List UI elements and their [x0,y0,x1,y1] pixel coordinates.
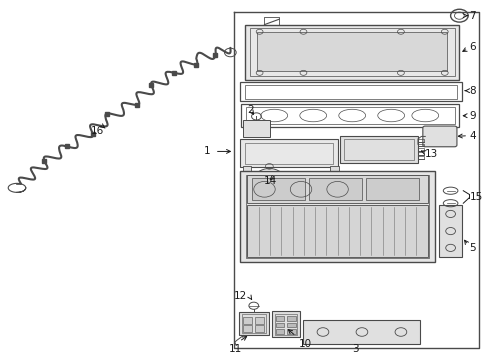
Bar [309,178,362,201]
Bar [276,329,285,334]
Bar [240,139,338,167]
Text: 15: 15 [470,192,483,202]
Bar [287,329,295,334]
Text: 13: 13 [425,149,439,159]
Bar [275,314,297,335]
Bar [439,205,462,257]
Bar [243,317,252,324]
Bar [340,136,418,163]
Bar [252,178,305,201]
Text: 2: 2 [247,105,254,115]
Bar [246,107,455,124]
Bar [250,28,455,76]
Text: 11: 11 [229,344,242,354]
Bar [303,320,420,343]
Bar [247,205,428,257]
Bar [366,178,419,201]
Bar [255,317,265,324]
Text: 5: 5 [469,243,476,253]
Bar [243,325,252,332]
Bar [243,120,270,137]
Bar [245,24,460,80]
Text: 6: 6 [469,42,476,52]
Bar [243,166,251,174]
Bar [287,316,295,321]
Bar [330,166,339,174]
Bar [344,139,414,160]
Text: 7: 7 [469,11,476,21]
Bar [242,314,266,333]
FancyBboxPatch shape [423,126,457,147]
Text: 9: 9 [469,111,476,121]
Bar [240,171,435,262]
Bar [276,323,285,327]
Text: 3: 3 [352,344,359,354]
Bar [239,312,269,336]
Bar [246,175,429,258]
Bar [287,323,295,327]
Bar [241,104,460,127]
Text: 12: 12 [234,291,247,301]
Bar [257,32,447,71]
Bar [247,175,428,203]
Text: 16: 16 [91,126,104,136]
Text: 1: 1 [204,147,211,157]
Text: 4: 4 [469,131,476,141]
Bar [240,82,462,102]
Bar [245,143,333,163]
Bar [255,325,265,332]
Text: 14: 14 [264,176,277,186]
Bar [276,316,285,321]
Text: 10: 10 [289,330,312,349]
Bar [272,311,300,337]
Bar [245,85,457,99]
Text: 8: 8 [469,86,476,96]
